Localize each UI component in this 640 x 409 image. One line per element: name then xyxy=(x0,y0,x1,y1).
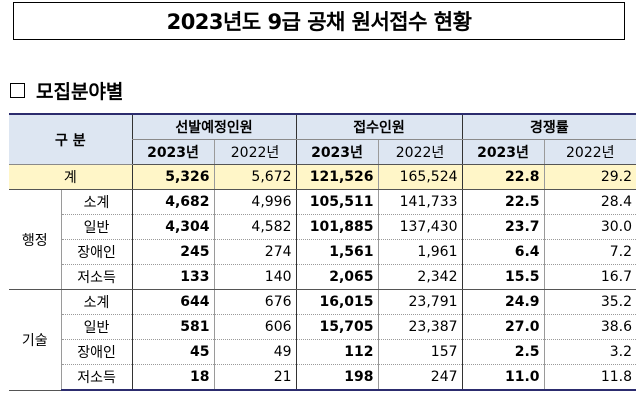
cell: 29.2 xyxy=(543,164,637,190)
row-label: 장애인 xyxy=(60,339,133,365)
cell: 30.0 xyxy=(543,214,637,240)
header-category: 구 분 xyxy=(9,113,133,165)
total-row: 계 5,326 5,672 121,526 165,524 22.8 29.2 xyxy=(9,164,637,190)
table-row: 저소득 18 21 198 247 11.0 11.8 xyxy=(9,364,637,391)
cell: 16.7 xyxy=(543,264,637,290)
table-row: 장애인 45 49 112 157 2.5 3.2 xyxy=(9,339,637,365)
cell: 133 xyxy=(131,264,215,290)
cell: 11.0 xyxy=(461,364,545,391)
header-applicants: 접수인원 xyxy=(295,113,463,140)
header-year-2022: 2022년 xyxy=(213,139,297,165)
checkbox-square-icon xyxy=(10,82,25,98)
cell: 105,511 xyxy=(295,189,379,215)
report-title-box: 2023년도 9급 공채 원서접수 현황 xyxy=(13,2,625,40)
cell: 247 xyxy=(377,364,463,391)
cell: 24.9 xyxy=(461,289,545,315)
header-row-groups: 구 분 선발예정인원 접수인원 경쟁률 xyxy=(9,113,637,165)
row-label: 소계 xyxy=(60,189,133,215)
cell: 28.4 xyxy=(543,189,637,215)
cell: 4,582 xyxy=(213,214,297,240)
cell: 112 xyxy=(295,339,379,365)
cell: 2.5 xyxy=(461,339,545,365)
cell: 5,672 xyxy=(213,164,297,190)
cell: 101,885 xyxy=(295,214,379,240)
cell: 6.4 xyxy=(461,239,545,265)
table-row: 저소득 133 140 2,065 2,342 15.5 16.7 xyxy=(9,264,637,290)
header-year-2022: 2022년 xyxy=(543,139,637,165)
header-year-2023: 2023년 xyxy=(131,139,215,165)
cell: 22.8 xyxy=(461,164,545,190)
row-label: 일반 xyxy=(60,314,133,340)
cell: 3.2 xyxy=(543,339,637,365)
row-label: 소계 xyxy=(60,289,133,315)
cell: 157 xyxy=(377,339,463,365)
header-planned: 선발예정인원 xyxy=(131,113,297,140)
table-row: 장애인 245 274 1,561 1,961 6.4 7.2 xyxy=(9,239,637,265)
cell: 121,526 xyxy=(295,164,379,190)
row-label: 장애인 xyxy=(60,239,133,265)
cell: 140 xyxy=(213,264,297,290)
table-row: 일반 581 606 15,705 23,387 27.0 38.6 xyxy=(9,314,637,340)
table-row: 행정 소계 4,682 4,996 105,511 141,733 22.5 2… xyxy=(9,189,637,290)
table-row: 기술 소계 644 676 16,015 23,791 24.9 35.2 xyxy=(9,289,637,391)
cell: 4,996 xyxy=(213,189,297,215)
header-ratio: 경쟁률 xyxy=(461,113,637,140)
row-label: 일반 xyxy=(60,214,133,240)
cell: 23,791 xyxy=(377,289,463,315)
cell: 2,342 xyxy=(377,264,463,290)
cell: 141,733 xyxy=(377,189,463,215)
header-year-2023: 2023년 xyxy=(461,139,545,165)
header-year-2023: 2023년 xyxy=(295,139,379,165)
cell: 165,524 xyxy=(377,164,463,190)
cell: 38.6 xyxy=(543,314,637,340)
header-row-years: 2023년 2022년 2023년 2022년 2023년 2022년 xyxy=(9,139,637,165)
cell: 7.2 xyxy=(543,239,637,265)
row-label: 저소득 xyxy=(60,364,133,391)
cell: 4,304 xyxy=(131,214,215,240)
header-year-2022: 2022년 xyxy=(377,139,463,165)
cell: 27.0 xyxy=(461,314,545,340)
cell: 15.5 xyxy=(461,264,545,290)
cell: 11.8 xyxy=(543,364,637,391)
cell: 21 xyxy=(213,364,297,391)
cell: 4,682 xyxy=(131,189,215,215)
category-tech: 기술 xyxy=(9,289,61,391)
cell: 2,065 xyxy=(295,264,379,290)
total-label: 계 xyxy=(9,164,133,190)
cell: 23.7 xyxy=(461,214,545,240)
cell: 5,326 xyxy=(131,164,215,190)
cell: 1,561 xyxy=(295,239,379,265)
cell: 1,961 xyxy=(377,239,463,265)
cell: 15,705 xyxy=(295,314,379,340)
cell: 16,015 xyxy=(295,289,379,315)
cell: 606 xyxy=(213,314,297,340)
cell: 35.2 xyxy=(543,289,637,315)
cell: 581 xyxy=(131,314,215,340)
cell: 198 xyxy=(295,364,379,391)
cell: 676 xyxy=(213,289,297,315)
category-admin: 행정 xyxy=(9,189,61,290)
cell: 22.5 xyxy=(461,189,545,215)
report-title: 2023년도 9급 공채 원서접수 현황 xyxy=(166,10,472,34)
recruitment-table: 구 분 선발예정인원 접수인원 경쟁률 2023년 2022년 2023년 20… xyxy=(9,113,637,391)
cell: 45 xyxy=(131,339,215,365)
section-heading: 모집분야별 xyxy=(10,76,123,104)
cell: 274 xyxy=(213,239,297,265)
row-label: 저소득 xyxy=(60,264,133,290)
table-row: 일반 4,304 4,582 101,885 137,430 23.7 30.0 xyxy=(9,214,637,240)
cell: 18 xyxy=(131,364,215,391)
cell: 245 xyxy=(131,239,215,265)
cell: 644 xyxy=(131,289,215,315)
cell: 23,387 xyxy=(377,314,463,340)
cell: 137,430 xyxy=(377,214,463,240)
cell: 49 xyxy=(213,339,297,365)
section-heading-text: 모집분야별 xyxy=(36,80,124,103)
